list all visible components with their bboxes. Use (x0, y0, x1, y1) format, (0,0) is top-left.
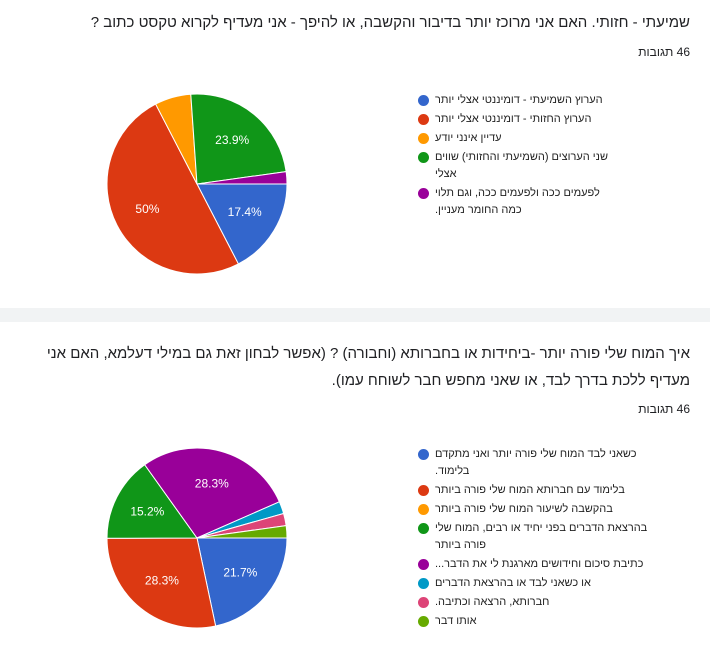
pie-slice (106, 464, 198, 539)
legend-item: שני הערוצים (השמיעתי והחזותי) שווים אצלי (418, 149, 618, 183)
legend-label: בהרצאת הדברים בפני יחיד או רבים, המוח של… (435, 522, 648, 551)
legend-swatch (418, 597, 429, 608)
pie-chart: 17.4% 50% 23.9% (106, 93, 288, 275)
legend-swatch (418, 152, 429, 163)
pie-slice (190, 93, 287, 185)
legend-item: או כשאני לבד או בהרצאת הדברים (418, 575, 658, 592)
pie-slice (196, 171, 288, 185)
legend-item: בהקשבה לשיעור המוח שלי פורה ביותר (418, 501, 658, 518)
slice-label: 50% (135, 202, 159, 216)
pie-slice (106, 537, 217, 629)
legend-swatch (418, 559, 429, 570)
pie-chart: 21.7% 28.3% 15.2% 28.3% (106, 447, 288, 629)
legend-swatch (418, 95, 429, 106)
legend-label: חברותא, הרצאה וכתיבה. (435, 596, 550, 608)
legend-label: כשאני לבד המוח שלי פורה יותר ואני מתקדם … (435, 448, 637, 477)
pie-slice (144, 447, 281, 539)
question-card: שמיעתי - חזותי. האם אני מרוכז יותר בדיבו… (0, 0, 710, 308)
slice-label: 17.4% (228, 205, 262, 219)
slice-label: 23.9% (215, 133, 249, 147)
legend-item: הערוץ השמיעתי - דומיננטי אצלי יותר (418, 92, 618, 109)
legend-label: בהקשבה לשיעור המוח שלי פורה ביותר (435, 503, 613, 515)
legend-label: בלימוד עם חברותא המוח שלי פורה ביותר (435, 484, 625, 496)
slice-label: 28.3% (195, 476, 229, 490)
legend: הערוץ השמיעתי - דומיננטי אצלי יותר הערוץ … (418, 92, 618, 221)
legend-swatch (418, 188, 429, 199)
legend-item: הערוץ החזותי - דומיננטי אצלי יותר (418, 111, 618, 128)
legend-swatch (418, 504, 429, 515)
legend-label: הערוץ השמיעתי - דומיננטי אצלי יותר (435, 94, 603, 106)
legend-item: כשאני לבד המוח שלי פורה יותר ואני מתקדם … (418, 446, 658, 480)
legend-swatch (418, 114, 429, 125)
legend-label: הערוץ החזותי - דומיננטי אצלי יותר (435, 113, 592, 125)
slice-label: 15.2% (130, 505, 164, 519)
legend-item: כתיבת סיכום וחידושים מארגנת לי את הדבר..… (418, 556, 658, 573)
legend-label: שני הערוצים (השמיעתי והחזותי) שווים אצלי (435, 151, 608, 180)
legend-label: או כשאני לבד או בהרצאת הדברים (435, 577, 591, 589)
question-title: איך המוח שלי פורה יותר -ביחידות או בחברו… (46, 345, 690, 389)
response-count: 46 תגובות (638, 402, 690, 416)
legend-item: עדיין אינני יודע (418, 130, 618, 147)
pie-slice (106, 103, 240, 275)
legend-label: כתיבת סיכום וחידושים מארגנת לי את הדבר..… (435, 558, 644, 570)
legend-item: בלימוד עם חברותא המוח שלי פורה ביותר (418, 482, 658, 499)
legend-swatch (418, 578, 429, 589)
legend-item: לפעמים ככה ולפעמים ככה, וגם תלוי כמה החו… (418, 185, 618, 219)
pie-slice (196, 183, 288, 265)
question-card: איך המוח שלי פורה יותר -ביחידות או בחברו… (0, 322, 710, 653)
legend-label: עדיין אינני יודע (435, 132, 502, 144)
slice-label: 21.7% (223, 565, 257, 579)
legend-swatch (418, 485, 429, 496)
legend-label: לפעמים ככה ולפעמים ככה, וגם תלוי כמה החו… (435, 187, 600, 216)
legend: כשאני לבד המוח שלי פורה יותר ואני מתקדם … (418, 446, 658, 632)
legend-item: אותו דבר (418, 613, 658, 630)
pie-slice (196, 537, 288, 627)
slice-label: 28.3% (145, 574, 179, 588)
legend-swatch (418, 523, 429, 534)
legend-swatch (418, 133, 429, 144)
pie-slice (196, 525, 288, 539)
response-count: 46 תגובות (638, 45, 690, 59)
legend-swatch (418, 616, 429, 627)
legend-label: אותו דבר (435, 615, 477, 627)
legend-swatch (418, 449, 429, 460)
legend-item: בהרצאת הדברים בפני יחיד או רבים, המוח של… (418, 520, 658, 554)
legend-item: חברותא, הרצאה וכתיבה. (418, 594, 658, 611)
question-title: שמיעתי - חזותי. האם אני מרוכז יותר בדיבו… (90, 14, 690, 31)
